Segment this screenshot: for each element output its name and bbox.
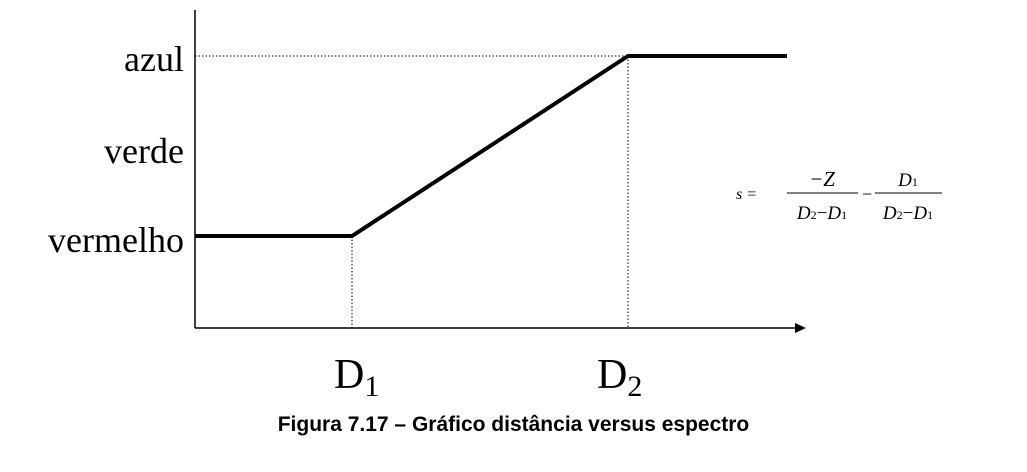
formula-minus: − [862,184,872,204]
formula-frac1-den: D2−D1 [796,203,847,224]
series-line [195,54,787,238]
chart: azul verde vermelho D1 D2 s = −Z D2−D1 −… [48,10,942,403]
formula-frac2-den: D2−D1 [882,203,933,224]
formula-frac1-num: −Z [809,167,835,191]
figure-caption: Figura 7.17 – Gráfico distância versus e… [277,413,750,436]
y-label-vermelho: vermelho [48,220,184,260]
formula-frac2-num: D1 [897,170,918,191]
y-label-azul: azul [124,39,184,79]
x-axis-arrowhead [795,323,806,333]
formula-lhs: s = [736,186,757,203]
y-label-verde: verde [104,131,184,171]
x-tick-d1: D1 [334,352,379,403]
formula: s = −Z D2−D1 − D1 D2−D1 [736,167,942,224]
x-tick-d2: D2 [597,352,642,403]
